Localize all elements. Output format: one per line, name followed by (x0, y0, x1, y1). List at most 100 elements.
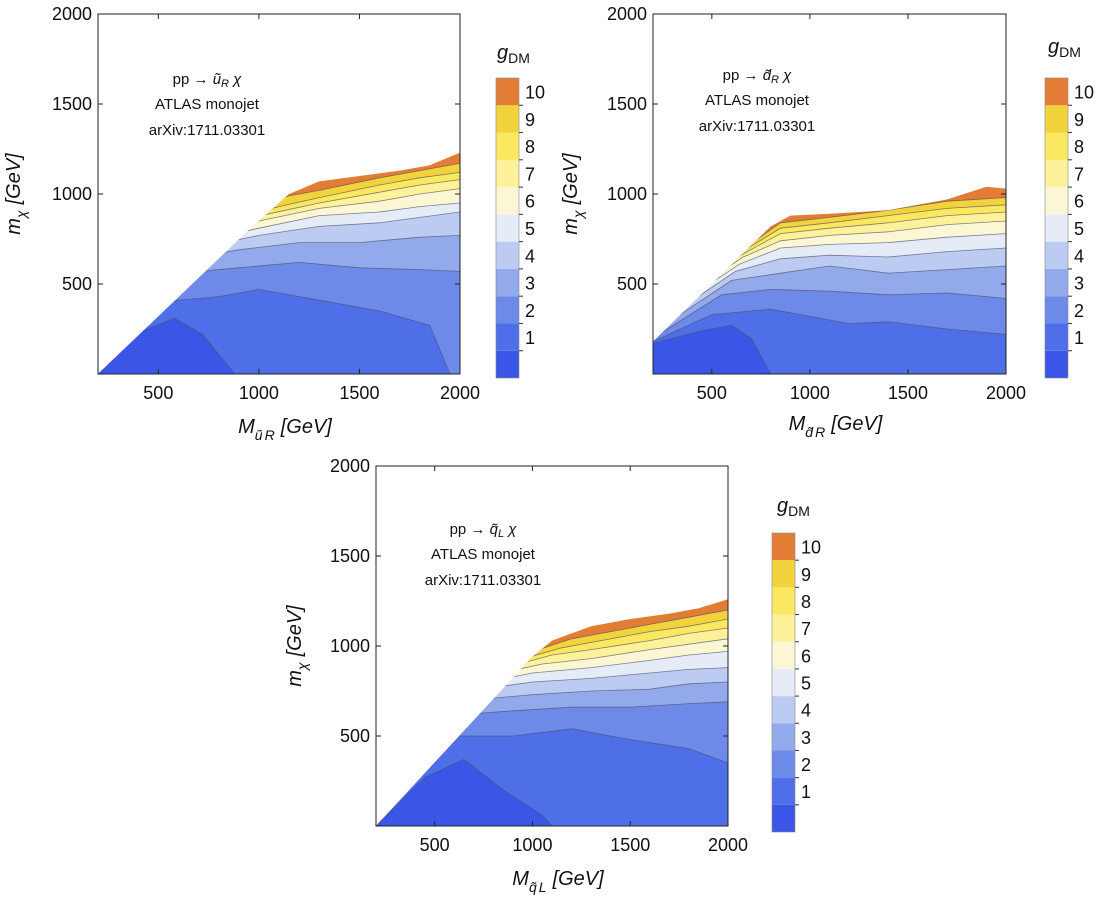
contour-line-1 (376, 758, 553, 826)
x-label-unit: [GeV] (552, 868, 605, 890)
y-tick-label: 1000 (52, 184, 92, 204)
y-tick-label: 500 (62, 274, 92, 294)
annotation-final: χ (229, 71, 242, 88)
contour-region (98, 152, 460, 374)
colorbar-segment-8 (1045, 159, 1068, 188)
y-label-main: m (3, 218, 25, 235)
colorbar-segment-5 (496, 241, 519, 269)
x-tick-label: 2000 (708, 835, 748, 855)
x-tick-label: 1500 (339, 383, 379, 403)
y-label-unit: [GeV] (3, 153, 25, 206)
colorbar-label: 10 (525, 83, 545, 103)
colorbar-label: 9 (801, 565, 811, 585)
x-axis-label: Md̃ R [GeV] (789, 413, 883, 440)
colorbar-label: 2 (525, 301, 535, 321)
colorbar-segment-10 (1045, 105, 1068, 133)
contour-line-5 (653, 247, 1006, 328)
colorbar-title-main: g (777, 495, 788, 517)
contour-region (376, 599, 728, 826)
annotation-final: χ (504, 521, 517, 538)
colorbar-label: 6 (525, 192, 535, 212)
colorbar-label: 2 (1074, 301, 1084, 321)
contour-line-1 (653, 324, 772, 374)
annotation-particle: d̃ (763, 67, 772, 84)
annotation-particle: ũ (213, 71, 222, 88)
colorbar-segment-9 (1045, 132, 1068, 160)
x-axis-label: Mũ R [GeV] (238, 416, 332, 443)
colorbar-segment-4 (496, 268, 519, 297)
colorbar-segment-7 (1045, 187, 1068, 215)
annotation-line3: arXiv:1711.03301 (149, 122, 265, 139)
contour-line-2 (653, 308, 1006, 342)
colorbar-segment-3 (496, 296, 519, 324)
annotation-particle: q̃ (490, 521, 499, 538)
y-label-unit: [GeV] (560, 153, 582, 206)
colorbar-segment-7 (496, 187, 519, 215)
colorbar-segment-3 (772, 750, 795, 778)
x-label-sub1: d̃ (805, 424, 814, 440)
contour-band-1 (98, 318, 460, 374)
y-label-main: m (284, 670, 306, 687)
y-tick-label: 2000 (330, 456, 370, 476)
x-label-sub2: R (815, 424, 825, 440)
plot-annotation: pp → ũR χ ATLAS monojet arXiv:1711.03301 (149, 71, 265, 139)
annotation-process-prefix: pp → (723, 67, 763, 84)
colorbar-label: 9 (525, 110, 535, 130)
colorbar-segment-8 (496, 159, 519, 188)
annotation-particle-sub: L (498, 528, 504, 540)
colorbar-label: 7 (801, 619, 811, 639)
y-axis-label: mχ [GeV] (3, 153, 29, 235)
colorbar-legend: 1 2 3 4 5 6 7 8 9 10 gDM (1044, 36, 1094, 379)
y-tick-label: 1500 (330, 546, 370, 566)
x-axis-label: Mq̃ L [GeV] (512, 868, 604, 895)
colorbar-segment-6 (772, 668, 795, 697)
annotation-process-prefix: pp → (450, 521, 490, 538)
contour-line-4 (653, 265, 1006, 333)
colorbar-frame (495, 77, 520, 379)
colorbar-label: 1 (801, 782, 811, 802)
colorbar-segment-5 (1045, 241, 1068, 269)
colorbar-title-sub: DM (508, 50, 530, 66)
x-tick-label: 1000 (512, 835, 552, 855)
colorbar-segment-2 (1045, 323, 1068, 351)
colorbar-segment-1 (496, 350, 519, 378)
colorbar-label: 1 (525, 328, 535, 348)
colorbar-segment-7 (772, 641, 795, 669)
colorbar-segment-6 (1045, 214, 1068, 242)
y-tick-label: 1500 (52, 94, 92, 114)
colorbar-label: 3 (1074, 274, 1084, 294)
colorbar-segment-1 (772, 804, 795, 832)
colorbar-segment-8 (772, 614, 795, 642)
colorbar-label: 10 (801, 538, 821, 558)
annotation-process-prefix: pp → (173, 71, 213, 88)
y-tick-label: 1000 (330, 636, 370, 656)
colorbar-label: 5 (1074, 219, 1084, 239)
colorbar-segment-9 (496, 132, 519, 160)
colorbar-segment-2 (496, 323, 519, 351)
annotation-line3: arXiv:1711.03301 (425, 572, 541, 589)
x-tick-label: 1000 (790, 383, 830, 403)
x-label-sub2: L (539, 879, 547, 895)
annotation-process: pp → q̃L χ (450, 521, 518, 540)
colorbar-label: 3 (525, 274, 535, 294)
colorbar-label: 4 (1074, 246, 1084, 266)
contour-region (653, 186, 1006, 374)
colorbar-label: 3 (801, 728, 811, 748)
contour-line-7 (653, 220, 1006, 317)
y-axis-label: mχ [GeV] (284, 605, 310, 687)
colorbar-label: 8 (525, 137, 535, 157)
colorbar-title-sub: DM (788, 503, 810, 519)
colorbar-frame (1044, 77, 1069, 379)
x-tick-label: 1500 (610, 835, 650, 855)
x-label-main: M (789, 413, 806, 435)
colorbar-segment-9 (772, 587, 795, 615)
x-label-sub1: q̃ (529, 879, 537, 895)
x-label-unit: [GeV] (830, 413, 883, 435)
colorbar-segment-2 (772, 777, 795, 805)
annotation-line2: ATLAS monojet (705, 92, 810, 109)
x-label-main: M (238, 416, 255, 438)
y-tick-label: 500 (340, 726, 370, 746)
y-label-unit: [GeV] (284, 605, 306, 658)
